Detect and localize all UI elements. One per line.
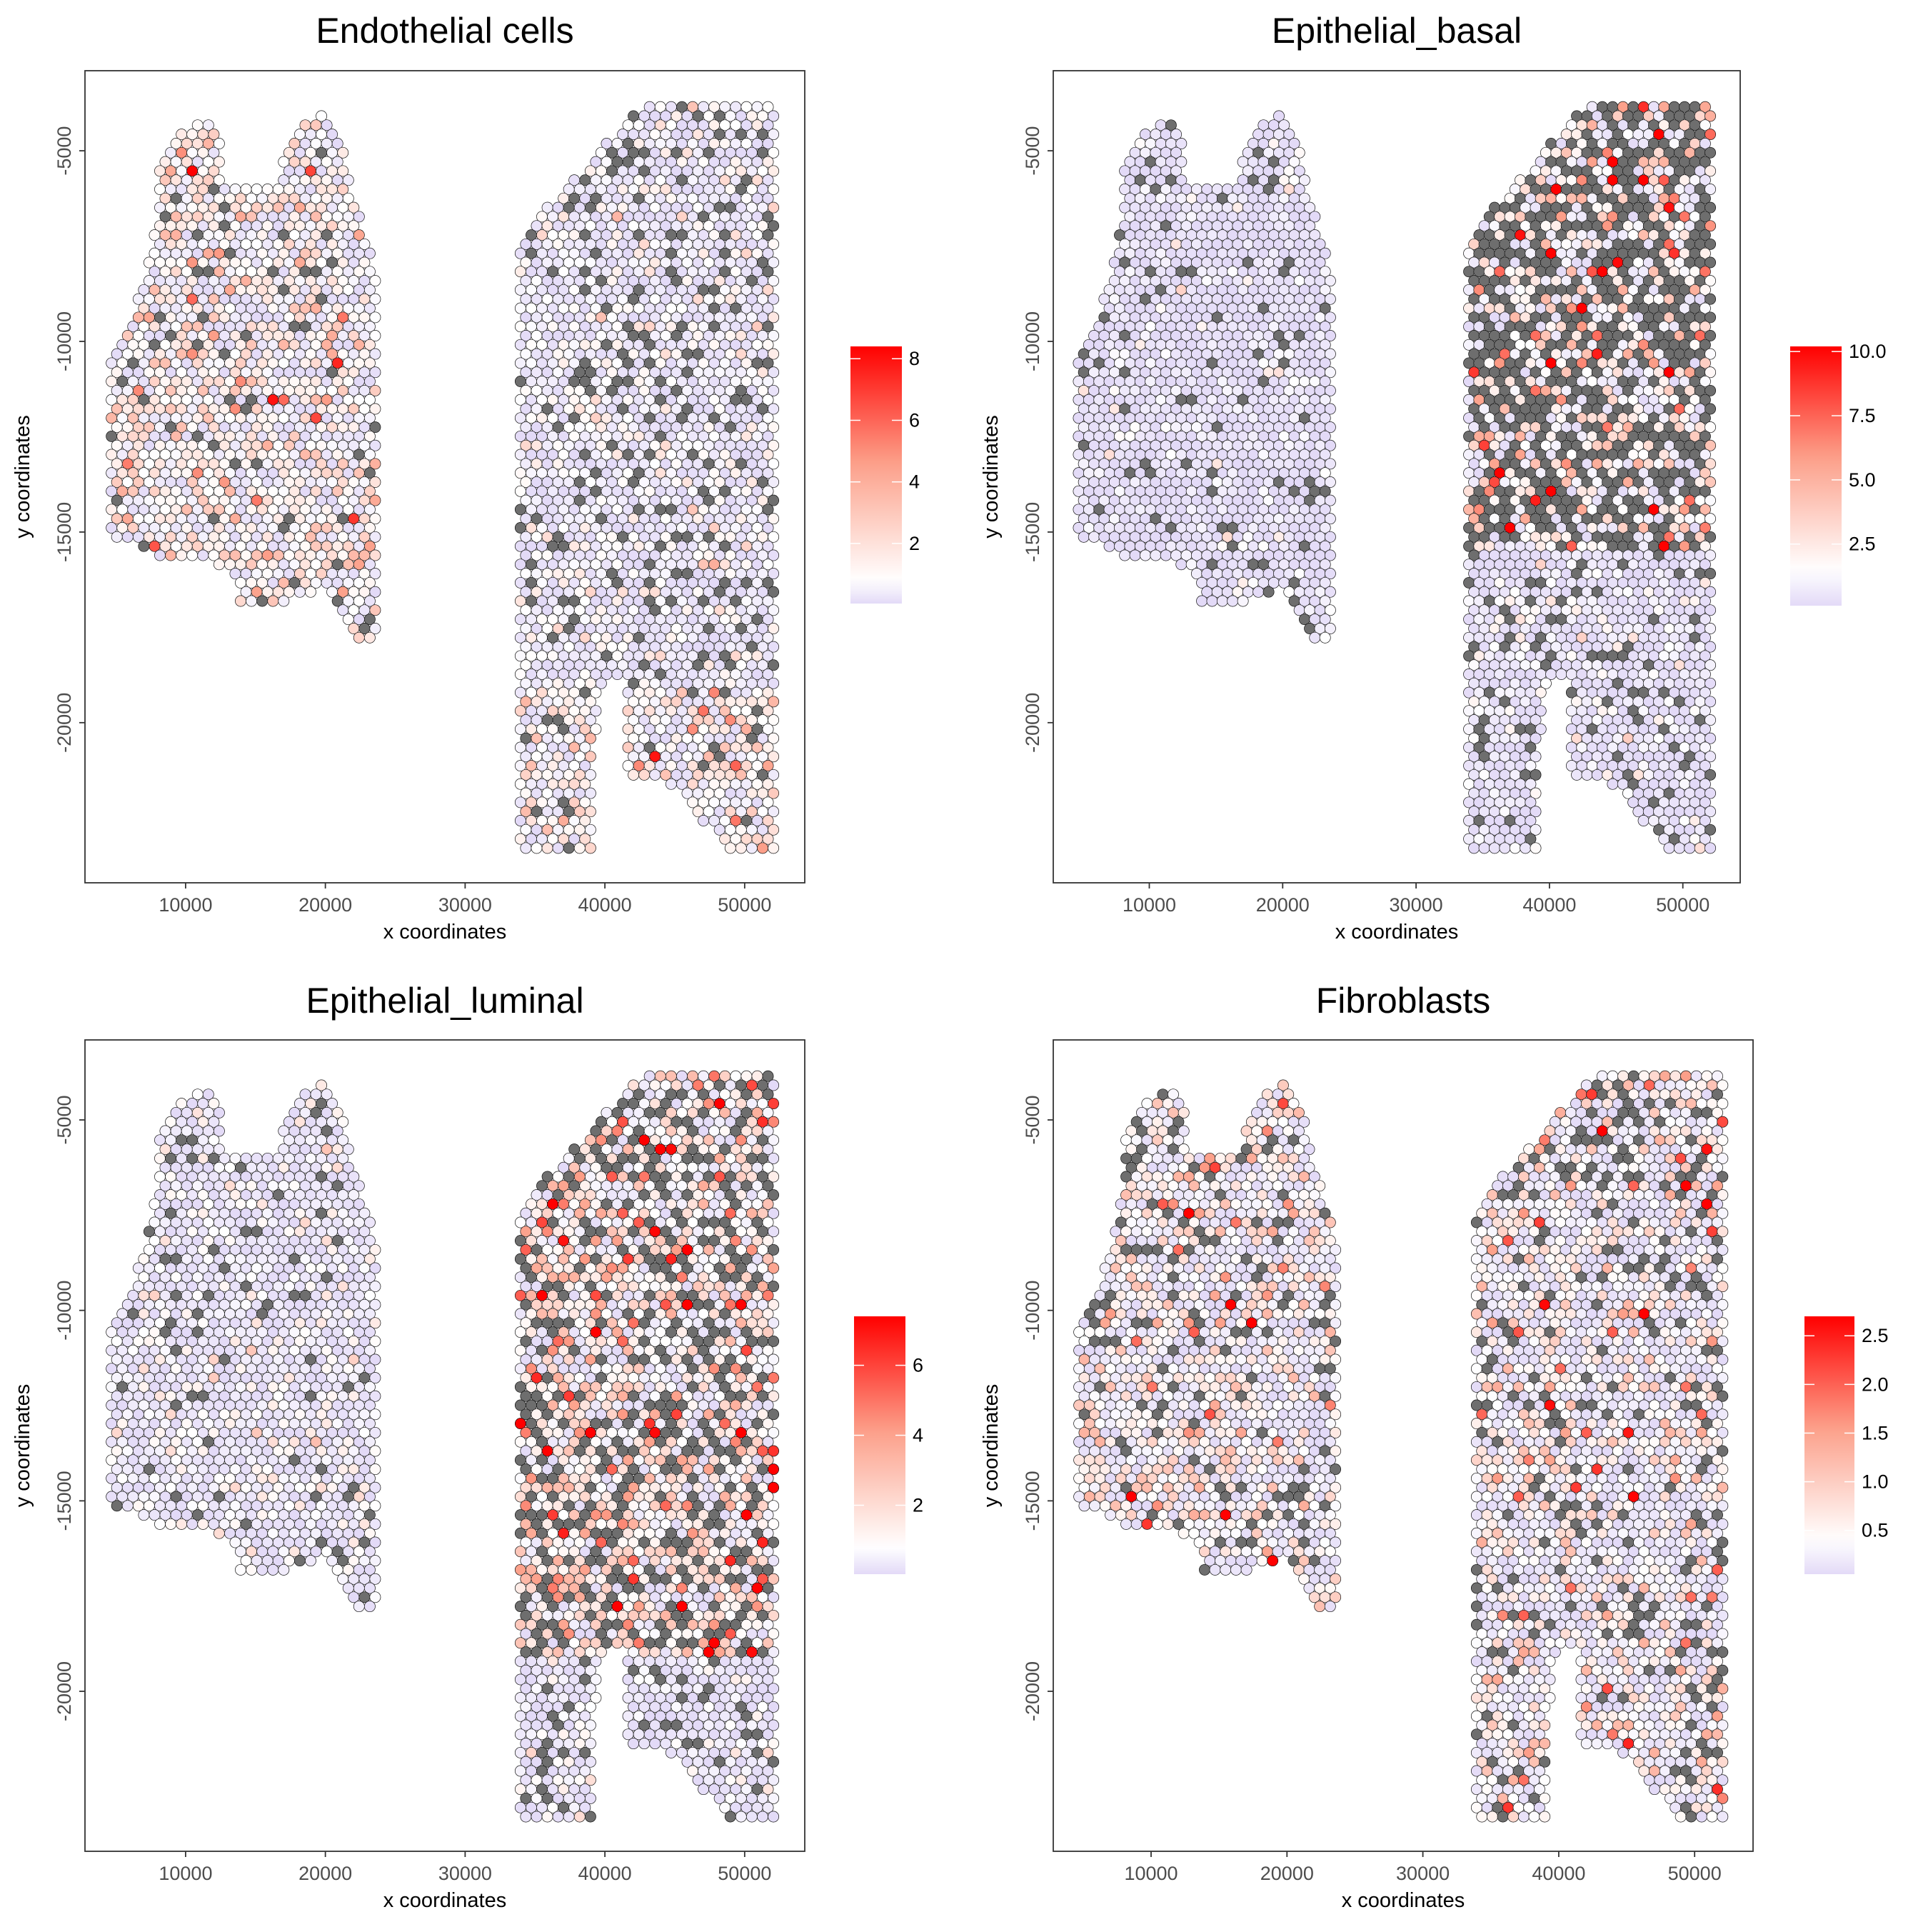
x-tick-label: 40000 (578, 894, 632, 916)
spot (111, 531, 122, 542)
panel-title: Epithelial_basal (1272, 11, 1522, 51)
y-tick-label: -15000 (54, 502, 75, 562)
colorbar (850, 346, 902, 604)
spot (305, 586, 316, 597)
spot (187, 550, 198, 561)
spot (768, 843, 779, 854)
spot (176, 550, 187, 561)
panel-title: Endothelial cells (316, 11, 573, 51)
colorbar-tick-label: 2 (909, 533, 920, 554)
spot (166, 550, 176, 561)
colorbar-tick-label: 4 (909, 471, 920, 493)
spot (650, 769, 661, 780)
spot (725, 843, 735, 854)
spot (294, 586, 305, 597)
spot (531, 843, 542, 854)
spot (235, 596, 246, 606)
spot (1104, 541, 1115, 551)
spot (521, 843, 531, 854)
spot (214, 559, 224, 570)
panel-endothelial-cells: Endothelial cells 10000 20000 30000 40000 500… (11, 11, 920, 944)
spot (353, 632, 364, 643)
spot (666, 779, 676, 789)
spot (585, 843, 596, 854)
spot (122, 531, 133, 542)
y-tick-label: -10000 (54, 311, 75, 371)
spot (639, 769, 650, 780)
spot (268, 596, 278, 606)
spot (574, 843, 585, 854)
spot (139, 541, 149, 551)
x-axis-title: x coordinates (383, 921, 507, 944)
colorbar-tick-label: 8 (909, 348, 920, 369)
y-axis-title: y coordinates (11, 415, 34, 539)
spot (198, 550, 209, 561)
colorbar-tick-label: 6 (909, 409, 920, 431)
spot (628, 769, 639, 780)
spot (1078, 531, 1089, 542)
spot (154, 550, 165, 561)
spot (246, 596, 257, 606)
spot (746, 843, 757, 854)
spot (278, 596, 289, 606)
spot (542, 843, 553, 854)
x-tick-label: 10000 (159, 894, 212, 916)
spot (553, 843, 563, 854)
spot (735, 843, 746, 854)
y-tick-label: -20000 (54, 693, 75, 753)
spot (698, 815, 709, 826)
x-tick-label: 20000 (298, 894, 352, 916)
spot (1089, 531, 1100, 542)
spot (257, 596, 268, 606)
x-tick-label: 50000 (718, 894, 771, 916)
spot (757, 843, 768, 854)
y-tick-label: -5000 (54, 126, 75, 176)
spot (364, 632, 375, 643)
spot (563, 843, 574, 854)
spot (612, 669, 623, 679)
x-tick-label: 30000 (438, 894, 492, 916)
